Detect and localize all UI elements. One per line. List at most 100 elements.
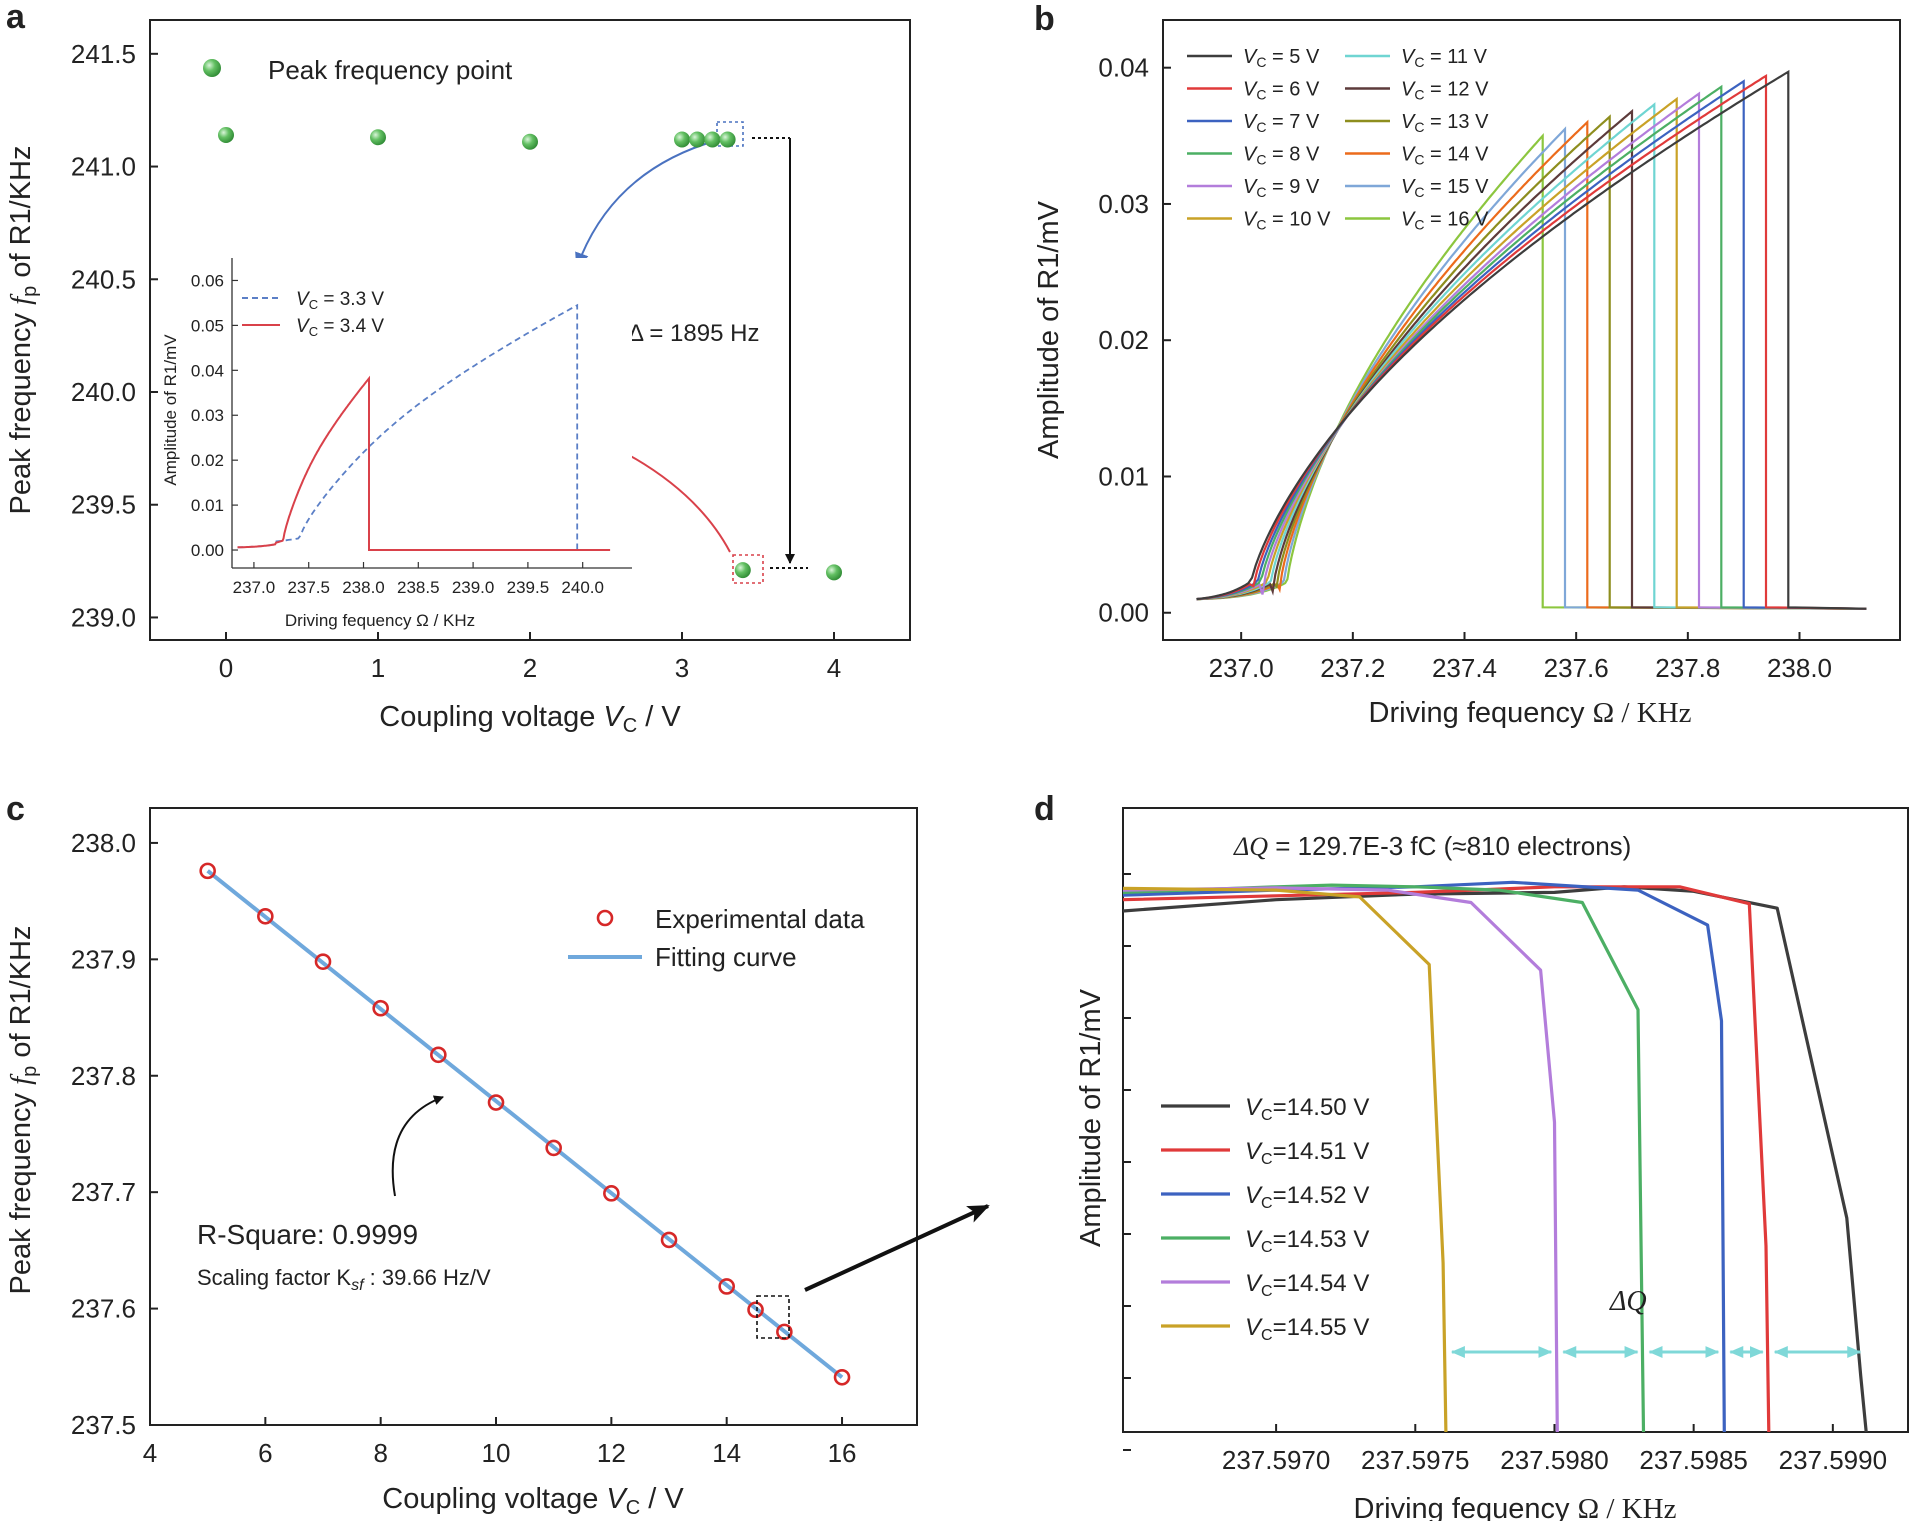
panel-a-data-point — [734, 562, 751, 579]
panel-c-fit-line — [206, 869, 844, 1379]
panel-b-frame — [1162, 19, 1901, 641]
panel-d-ylabel: Amplitude of R1/mV — [1075, 988, 1107, 1247]
panel-a-ticks: 0 1 2 3 4 239.0 239.5 240.0 240.5 241.0 241.5 — [71, 39, 841, 683]
inset-xtick-label: 237.5 — [287, 578, 330, 597]
panel-b-ytick-label: 0.04 — [1098, 53, 1149, 83]
panel-c-data-point — [545, 1139, 562, 1157]
panel-d-series-line — [1122, 880, 1726, 1433]
panel-c-ytick-label: 237.7 — [71, 1177, 136, 1207]
panel-a-points — [218, 126, 842, 581]
panel-d-xtick-label: 237.5970 — [1222, 1445, 1330, 1475]
panel-c-xtick-label: 6 — [258, 1438, 272, 1468]
panel-c-frame — [149, 807, 918, 1426]
panel-c-ticks: 4 6 8 10 12 14 16 237.5 237.6 237.7 237.8 237.9 238.… — [71, 828, 857, 1468]
panel-b-xtick-label: 237.6 — [1544, 653, 1609, 683]
panel-b-series-line — [1196, 73, 1867, 610]
panel-b-series-line — [1196, 102, 1867, 610]
panel-c-ytick-label: 237.9 — [71, 944, 136, 974]
panel-a-letter: a — [6, 0, 26, 36]
panel-d-legend-label: VC=14.53 V — [1245, 1226, 1369, 1256]
panel-c-ylabel: Peak frequency fp of R1/KHz — [5, 926, 41, 1295]
inset-ticks: 237.0 237.5 238.0 238.5 239.0 239.5 240.0 0.00 0… — [191, 271, 604, 597]
panel-c-ytick-label: 237.8 — [71, 1061, 136, 1091]
panel-d-xtick-label: 237.5975 — [1361, 1445, 1469, 1475]
inset-legend-label: VC = 3.3 V — [296, 289, 384, 312]
panel-a-data-point — [218, 126, 234, 143]
panel-c-data-point — [314, 953, 332, 970]
panel-a-data-point — [674, 131, 690, 148]
panel-d-letter: d — [1034, 790, 1055, 828]
panel-d-frame — [1122, 807, 1909, 1433]
inset-xtick-label: 238.5 — [397, 578, 440, 597]
panel-d-xtick-label: 237.5980 — [1500, 1445, 1608, 1475]
panel-a-data-point — [826, 564, 842, 581]
inset-legend: VC = 3.3 V VC = 3.4 V — [242, 289, 384, 339]
panel-b-series-line — [1196, 108, 1867, 610]
panel-b-legend-label: VC = 7 V — [1243, 111, 1320, 135]
panel-b-legend-label: VC = 15 V — [1401, 176, 1489, 200]
panel-c-data-point — [430, 1046, 447, 1064]
panel-b-ylabel: Amplitude of R1/mV — [1033, 200, 1065, 459]
panel-b-series-line — [1196, 84, 1867, 610]
panel-a-xtick-label: 0 — [219, 653, 233, 683]
panel-c-xtick-label: 14 — [712, 1438, 741, 1468]
panel-d-series-line — [1122, 886, 1559, 1433]
panel-a-xtick-label: 3 — [675, 653, 689, 683]
panel-b-ytick-label: 0.00 — [1098, 598, 1149, 628]
panel-c-legend-data: Experimental data — [655, 904, 865, 934]
panel-d-legend-label: VC=14.50 V — [1245, 1094, 1369, 1124]
inset-xtick-label: 239.0 — [452, 578, 495, 597]
panel-b-legend-label: VC = 8 V — [1243, 144, 1320, 168]
inset-ytick-label: 0.00 — [191, 541, 224, 560]
panel-d-series-line — [1122, 883, 1646, 1433]
panel-c-ytick-label: 238.0 — [71, 828, 136, 858]
panel-c-zoom-box — [756, 1295, 790, 1339]
panel-b-xtick-label: 237.4 — [1432, 653, 1497, 683]
panel-b-legend-label: VC = 13 V — [1401, 111, 1489, 135]
panel-d-curves — [1122, 880, 1868, 1433]
panel-a-ylabel: Peak frequency fp of R1/KHz — [5, 146, 41, 515]
panel-b-legend-label: VC = 16 V — [1401, 209, 1489, 233]
panel-b-legend-label: VC = 12 V — [1401, 79, 1489, 103]
panel-c-plot — [199, 862, 851, 1386]
panel-c-legend-marker — [596, 909, 614, 927]
inset-ytick-label: 0.06 — [191, 271, 224, 290]
panel-c-data-point — [603, 1185, 620, 1202]
panel-d-xtick-label: 237.5990 — [1779, 1445, 1887, 1475]
panel-d-legend-label: VC=14.52 V — [1245, 1182, 1369, 1212]
panel-d-dq-label: ΔQ — [1609, 1286, 1647, 1317]
inset-xlabel: Driving fequency Ω / KHz — [285, 611, 475, 630]
panel-c-annotation-arrow — [391, 1095, 444, 1197]
panel-b-xlabel: Driving fequency Ω / KHz — [1369, 697, 1692, 729]
inset-xtick-label: 239.5 — [507, 578, 550, 597]
inset-xtick-label: 237.0 — [233, 578, 276, 597]
panel-a-data-point — [689, 131, 706, 148]
panel-c-scaling: Scaling factor Ksf : 39.66 Hz/V — [197, 1265, 491, 1294]
panel-b-legend-label: VC = 11 V — [1401, 46, 1488, 70]
panel-c-data-point — [776, 1323, 793, 1341]
inset-curves — [237, 303, 611, 551]
panel-c-zoom-arrow — [804, 1204, 990, 1292]
panel-a-legend-marker — [203, 59, 221, 77]
panel-c-xlabel: Coupling voltage VC / V — [382, 1483, 684, 1519]
panel-b-xtick-label: 237.0 — [1209, 653, 1274, 683]
panel-a: a 0 1 2 3 4 239.0 239.5 240.0 240.5 241.0 241.5 Co… — [5, 0, 911, 737]
panel-d-legend-label: VC=14.55 V — [1245, 1314, 1369, 1344]
panel-a-blue-curve-arrow — [575, 139, 719, 269]
panel-d-legend-label: VC=14.54 V — [1245, 1270, 1369, 1300]
inset-series-line — [237, 375, 611, 551]
panel-a-data-point — [704, 131, 721, 148]
panel-b-xtick-label: 237.2 — [1320, 653, 1385, 683]
panel-a-xlabel: Coupling voltage VC / V — [379, 701, 681, 737]
panel-d-title: ΔQ = 129.7E-3 fC (≈810 electrons) — [1233, 831, 1631, 861]
panel-c-data-point — [199, 862, 216, 880]
panel-b-ytick-label: 0.03 — [1098, 189, 1149, 219]
inset-background — [232, 258, 632, 568]
panel-b-curves — [1196, 69, 1867, 610]
panel-b: b 237.0 237.2 237.4 237.6 237.8 238.0 0.00 0.01… — [1033, 0, 1901, 729]
inset-xtick-label: 238.0 — [342, 578, 385, 597]
panel-d-series-line — [1122, 886, 1448, 1433]
panel-a-data-point — [370, 129, 386, 146]
panel-c-data-point — [747, 1301, 764, 1319]
